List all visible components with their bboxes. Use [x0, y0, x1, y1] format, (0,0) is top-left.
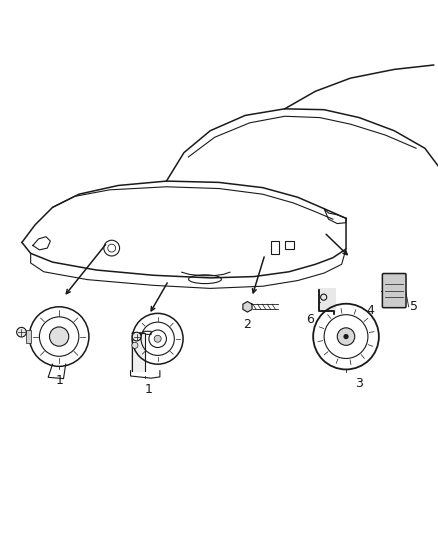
- Text: 4: 4: [367, 304, 374, 317]
- Text: 5: 5: [410, 300, 418, 313]
- Polygon shape: [243, 302, 252, 312]
- Bar: [271, 241, 279, 254]
- Bar: [318, 288, 336, 312]
- Text: 6: 6: [307, 312, 314, 326]
- Circle shape: [337, 328, 355, 345]
- Circle shape: [132, 332, 141, 341]
- Bar: [285, 241, 294, 249]
- Circle shape: [132, 342, 138, 349]
- Polygon shape: [132, 333, 145, 371]
- Text: 2: 2: [243, 318, 251, 331]
- Circle shape: [154, 335, 161, 342]
- Circle shape: [49, 327, 69, 346]
- Circle shape: [343, 334, 349, 339]
- FancyBboxPatch shape: [382, 273, 406, 308]
- Circle shape: [17, 327, 26, 337]
- Text: 3: 3: [355, 377, 363, 390]
- Bar: [26, 330, 31, 343]
- Text: 1: 1: [145, 383, 153, 395]
- Text: 1: 1: [55, 374, 63, 387]
